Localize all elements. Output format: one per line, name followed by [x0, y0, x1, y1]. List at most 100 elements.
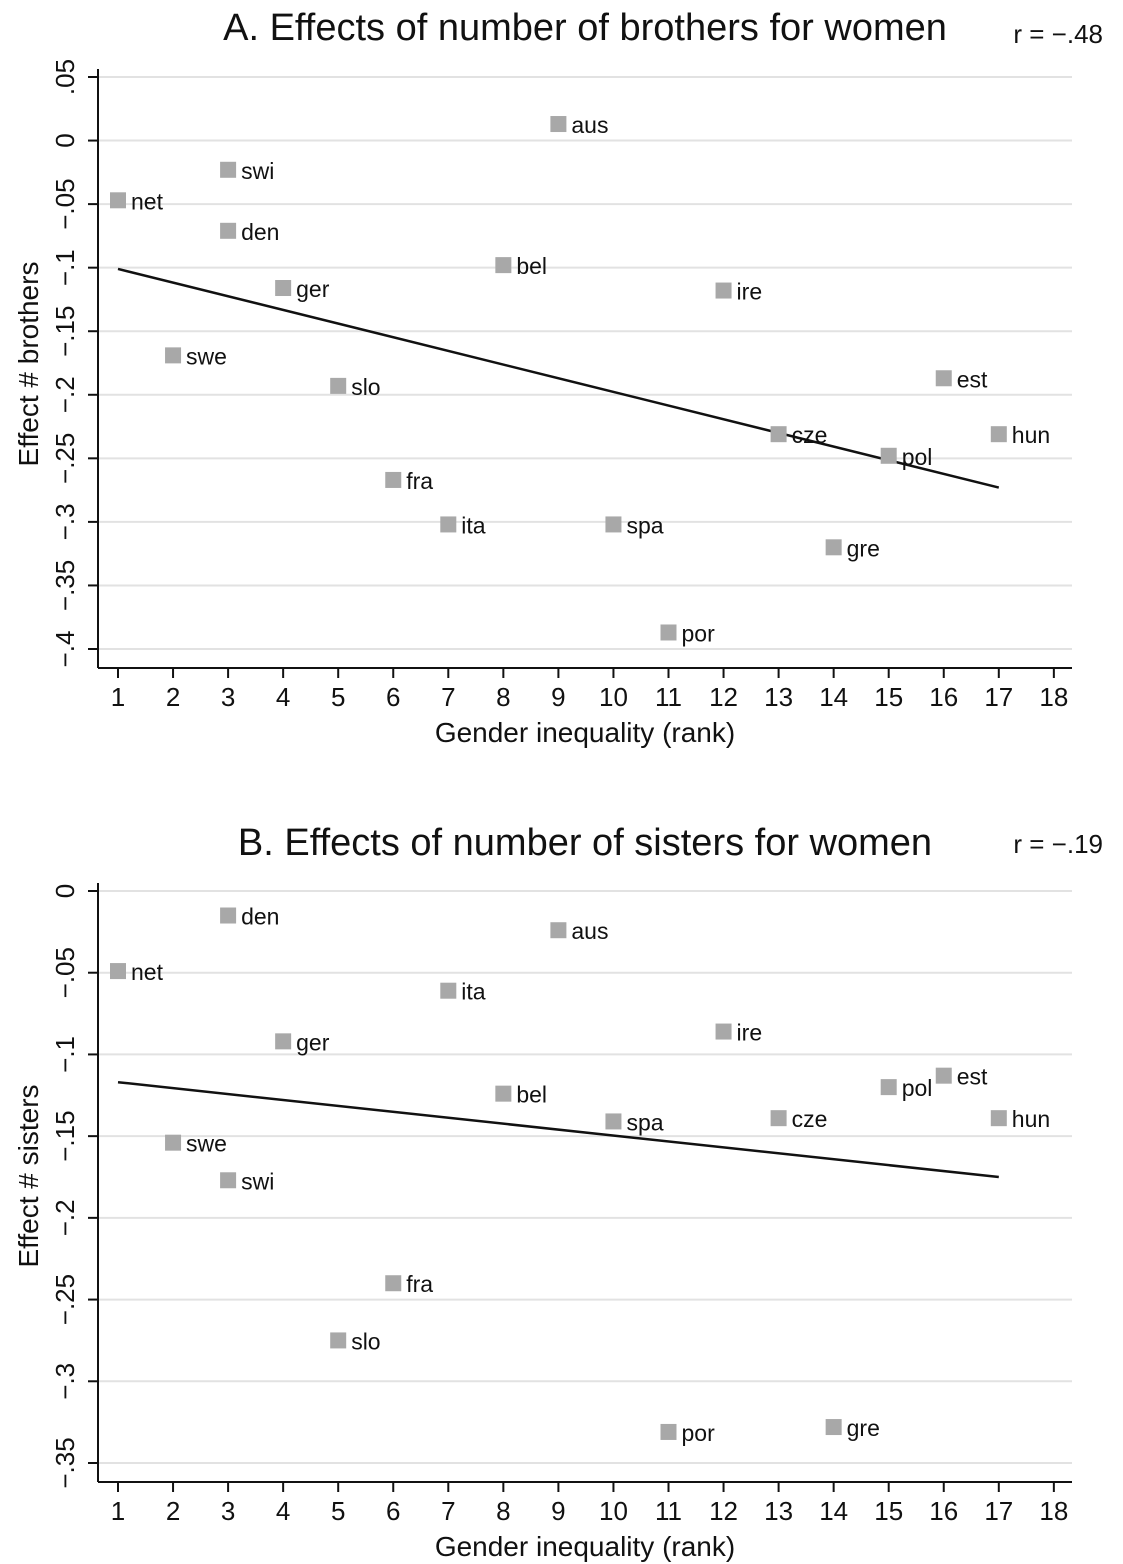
point-label-aus: aus — [571, 112, 608, 138]
point-ita — [440, 982, 457, 999]
x-tick-label: 7 — [441, 1496, 455, 1526]
point-label-gre: gre — [847, 535, 880, 561]
x-tick-label: 1 — [111, 682, 125, 712]
point-label-pol: pol — [902, 444, 933, 470]
y-tick-label: −.05 — [50, 178, 80, 229]
x-tick-label: 16 — [929, 1496, 958, 1526]
point-gre — [825, 539, 842, 556]
y-tick-label: −.1 — [50, 1036, 80, 1073]
x-tick-label: 4 — [276, 682, 290, 712]
point-label-est: est — [957, 366, 988, 392]
point-label-ita: ita — [461, 512, 486, 538]
fit-line — [117, 1080, 999, 1179]
point-label-fra: fra — [406, 468, 433, 494]
point-label-swi: swi — [241, 158, 274, 184]
point-label-ire: ire — [737, 279, 763, 305]
x-tick-label: 18 — [1039, 1496, 1068, 1526]
point-ire — [715, 282, 732, 299]
x-tick-label: 8 — [496, 1496, 510, 1526]
x-tick-label: 2 — [166, 682, 180, 712]
y-tick-label: 0 — [50, 133, 80, 147]
point-label-ger: ger — [296, 276, 330, 302]
point-hun — [990, 1110, 1007, 1127]
point-aus — [550, 116, 567, 133]
x-axis-title: Gender inequality (rank) — [435, 1531, 735, 1562]
point-label-hun: hun — [1012, 422, 1050, 448]
point-slo — [330, 377, 347, 394]
correlation-label: r = −.48 — [1013, 19, 1103, 49]
x-tick-label: 9 — [551, 1496, 565, 1526]
point-label-slo: slo — [351, 1328, 380, 1354]
point-label-den: den — [241, 904, 279, 930]
x-tick-label: 18 — [1039, 682, 1068, 712]
x-tick-label: 3 — [221, 1496, 235, 1526]
x-tick-label: 13 — [764, 1496, 793, 1526]
point-est — [935, 370, 952, 387]
point-bel — [495, 257, 512, 274]
point-label-ger: ger — [296, 1029, 330, 1055]
point-hun — [990, 426, 1007, 443]
y-tick-label: −.3 — [50, 1363, 80, 1400]
point-gre — [825, 1419, 842, 1436]
point-label-cze: cze — [792, 422, 828, 448]
y-tick-label: −.1 — [50, 249, 80, 286]
point-label-fra: fra — [406, 1271, 433, 1297]
fit-line-group — [117, 267, 1000, 489]
gridlines — [98, 890, 1072, 1464]
point-cze — [770, 1110, 787, 1127]
x-tick-label: 6 — [386, 1496, 400, 1526]
x-tick-label: 15 — [874, 1496, 903, 1526]
point-swi — [220, 161, 237, 178]
chart-title: A. Effects of number of brothers for wom… — [223, 7, 947, 49]
axes: −.4−.35−.3−.25−.2−.15−.1−.050.051 2 3 4 5 6 7 8… — [50, 59, 1072, 712]
x-tick-label: 2 — [166, 1496, 180, 1526]
y-tick-label: 0 — [50, 884, 80, 898]
x-tick-label: 11 — [655, 1496, 682, 1526]
point-label-net: net — [131, 959, 164, 985]
x-tick-label: 8 — [496, 682, 510, 712]
point-cze — [770, 426, 787, 443]
x-tick-label: 17 — [984, 682, 1013, 712]
point-pol — [880, 1079, 897, 1096]
point-est — [935, 1067, 952, 1084]
point-label-swe: swe — [186, 343, 227, 369]
correlation-label: r = −.19 — [1013, 829, 1103, 859]
point-label-ire: ire — [737, 1020, 763, 1046]
x-tick-label: 11 — [655, 682, 682, 712]
point-fra — [385, 471, 402, 488]
point-pol — [880, 447, 897, 464]
point-den — [220, 222, 237, 239]
y-tick-label: −.35 — [50, 1437, 80, 1488]
point-por — [660, 624, 677, 641]
point-label-est: est — [957, 1064, 988, 1090]
y-tick-label: .05 — [50, 59, 80, 95]
x-tick-label: 16 — [929, 682, 958, 712]
y-axis-title: Effect # sisters — [13, 1084, 44, 1267]
y-tick-label: −.15 — [50, 1110, 80, 1161]
point-label-swe: swe — [186, 1131, 227, 1157]
x-tick-label: 3 — [221, 682, 235, 712]
point-label-por: por — [682, 620, 716, 646]
x-tick-label: 4 — [276, 1496, 290, 1526]
y-tick-label: −.15 — [50, 306, 80, 357]
x-tick-label: 6 — [386, 682, 400, 712]
point-label-swi: swi — [241, 1168, 274, 1194]
point-label-net: net — [131, 188, 164, 214]
x-tick-label: 5 — [331, 1496, 345, 1526]
point-net — [110, 963, 126, 980]
point-swe — [165, 1134, 182, 1151]
x-tick-label: 10 — [599, 1496, 628, 1526]
x-tick-label: 5 — [331, 682, 345, 712]
gridlines — [98, 76, 1072, 650]
y-tick-label: −.25 — [50, 433, 80, 484]
point-slo — [330, 1332, 347, 1349]
point-label-slo: slo — [351, 374, 380, 400]
point-label-cze: cze — [792, 1106, 828, 1132]
points: net swe swi den ger slo fra ita bel aus spa por ire c… — [110, 112, 1050, 646]
point-swi — [220, 1172, 237, 1189]
panel-a: A. Effects of number of brothers for wom… — [13, 7, 1103, 748]
y-axis-title: Effect # brothers — [13, 262, 44, 467]
point-label-spa: spa — [626, 512, 663, 538]
point-ita — [440, 516, 457, 533]
fit-line-group — [117, 1080, 999, 1179]
